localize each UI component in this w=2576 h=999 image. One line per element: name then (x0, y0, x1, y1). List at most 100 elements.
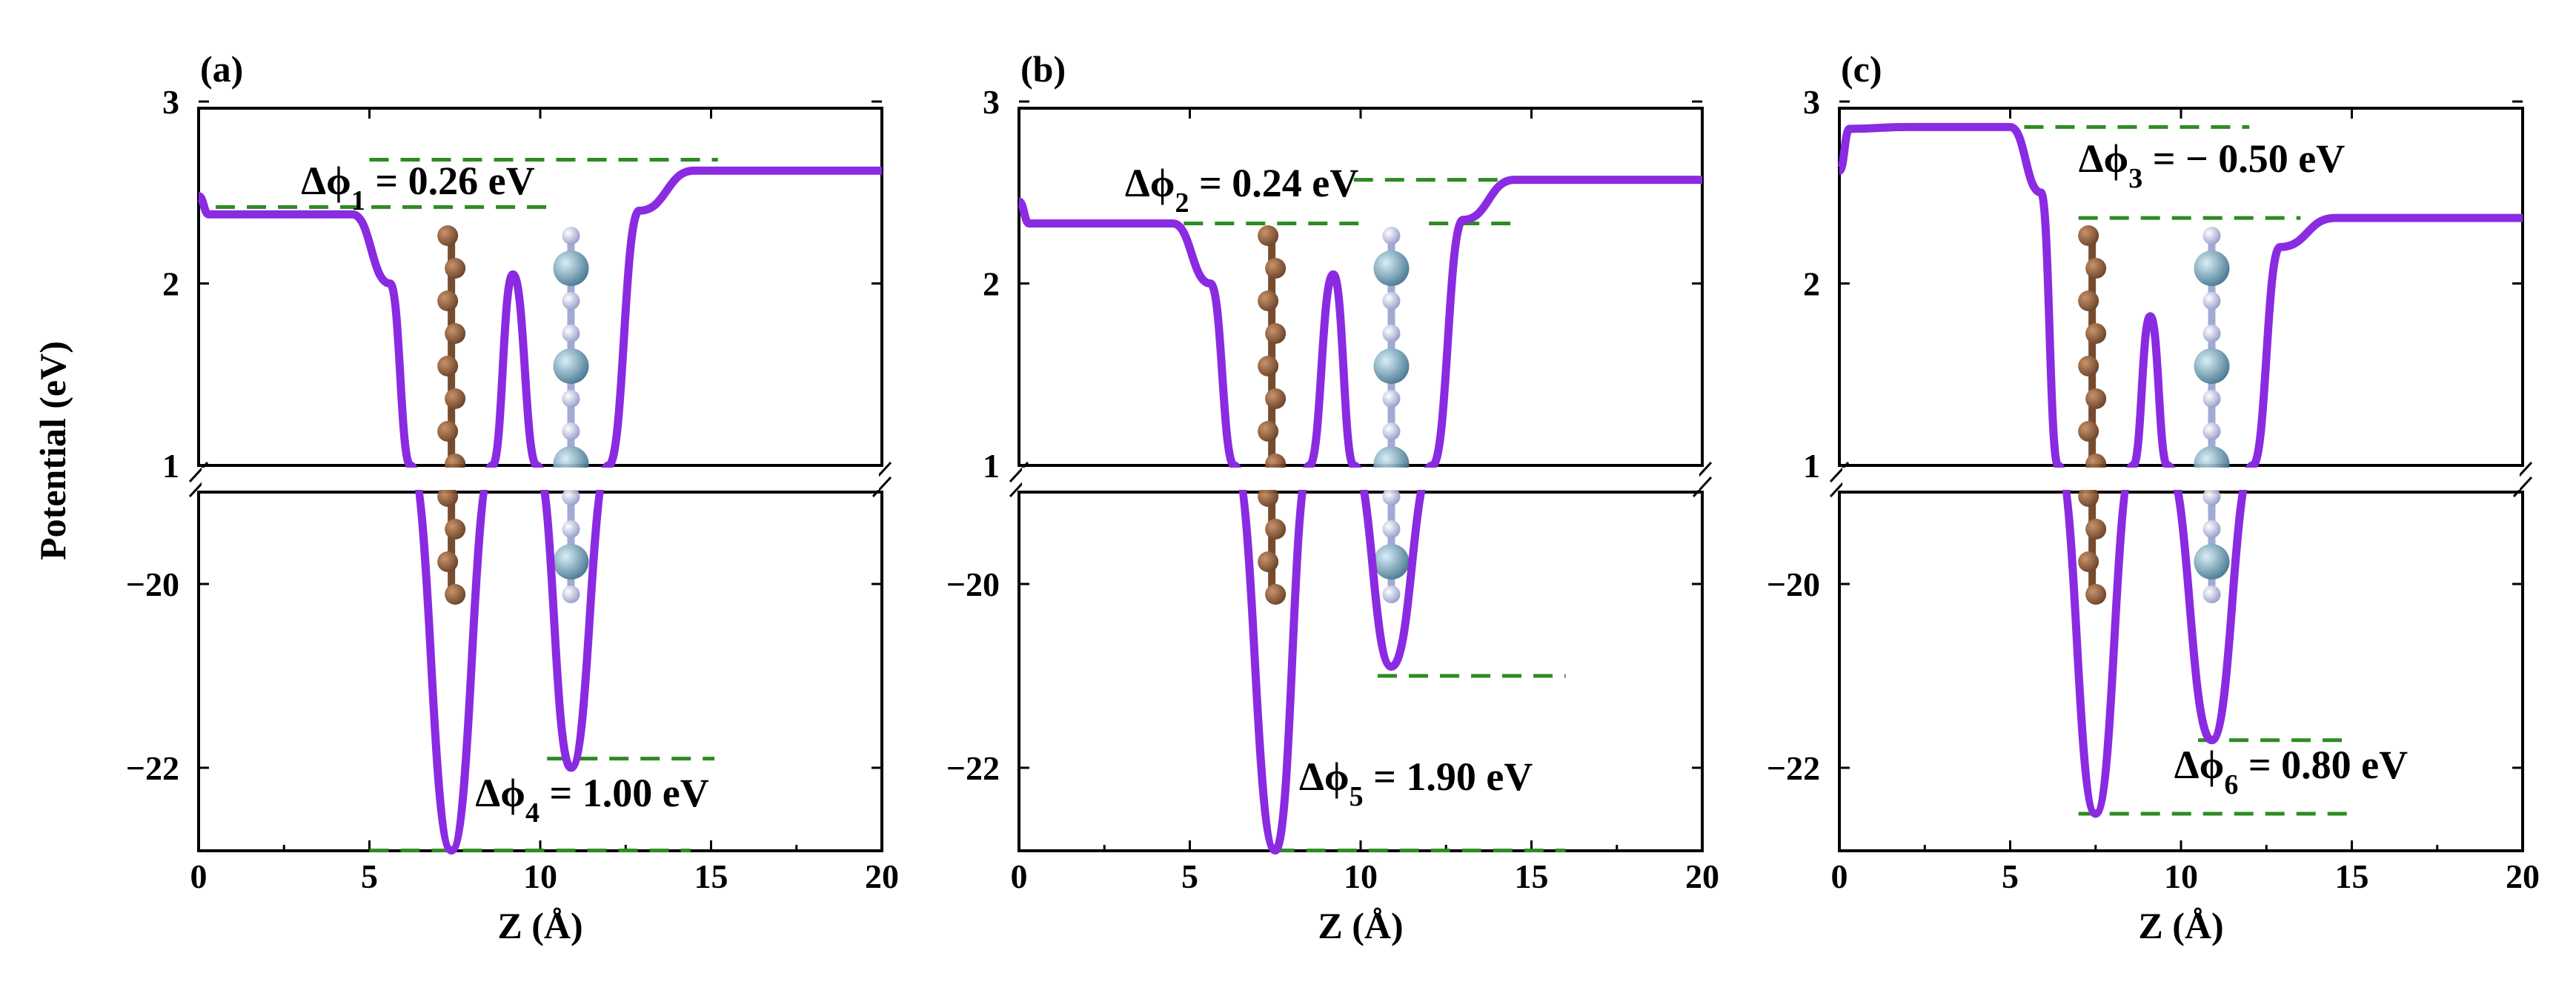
y-tick-label: 2 (162, 265, 179, 303)
light-atom (2202, 488, 2221, 505)
y-tick-label: −20 (1767, 565, 1820, 603)
potential-curve (1835, 122, 2523, 818)
panel-label: (b) (1020, 48, 1066, 90)
delta-phi-annotation: Δϕ5 = 1.90 eV (1299, 754, 1533, 812)
light-atom (2202, 390, 2221, 408)
light-atom (562, 325, 580, 342)
carbon-atom (1265, 258, 1287, 279)
light-atom (1382, 585, 1401, 603)
light-atom (1382, 390, 1401, 408)
x-tick-label: 10 (523, 857, 557, 895)
carbon-atom (2085, 584, 2107, 605)
y-tick-label: 3 (1803, 83, 1820, 121)
axis-break-mark (872, 476, 892, 498)
upper-axes-frame (1018, 107, 1704, 467)
carbon-atom (2078, 486, 2099, 507)
x-tick-label: 0 (1011, 857, 1028, 895)
carbon-atom (445, 388, 466, 409)
panel-1: 0 5 10 15 20 Z (Å) 1 2 3 −20 −22 (a) Δϕ1 = 0.26 eV Δϕ… (126, 48, 899, 946)
carbon-atom (437, 356, 459, 376)
light-atom (562, 422, 580, 440)
y-tick-label: 1 (162, 447, 179, 485)
light-atom (2202, 292, 2221, 310)
x-tick-label: 5 (1181, 857, 1198, 895)
potential-curve (1017, 176, 1702, 855)
panel-3: 0 5 10 15 20 Z (Å) 1 2 3 −20 −22 (c) Δϕ3 = − 0.50 eV… (1767, 48, 2540, 946)
light-atom (2202, 325, 2221, 342)
y-tick-label: 3 (162, 83, 179, 121)
light-atom (2202, 520, 2221, 538)
carbon-atom (437, 225, 459, 246)
carbon-atom (445, 323, 466, 344)
axis-break-mark (2512, 476, 2533, 498)
heavy-atom (1373, 348, 1410, 384)
y-tick-label: −20 (946, 565, 1000, 603)
carbon-atom (1258, 486, 1279, 507)
x-tick-label: 0 (1831, 857, 1848, 895)
y-tick-label: 1 (983, 447, 1000, 485)
y-tick-label: −22 (946, 749, 1000, 787)
carbon-atom (1265, 584, 1287, 605)
molecule-illustration (1258, 225, 1410, 605)
y-tick-label: 2 (1803, 265, 1820, 303)
heavy-atom (2194, 544, 2230, 580)
delta-phi-annotation: Δϕ2 = 0.24 eV (1125, 161, 1358, 219)
y-axis-label: Potential (eV) (32, 341, 73, 560)
x-tick-label: 10 (1344, 857, 1378, 895)
delta-phi-annotation: Δϕ1 = 0.26 eV (301, 159, 534, 216)
x-tick-label: 20 (1685, 857, 1719, 895)
axis-break-gap (1022, 468, 1699, 490)
y-tick-label: 1 (1803, 447, 1820, 485)
light-atom (562, 520, 580, 538)
light-atom (2202, 585, 2221, 603)
light-atom (1382, 422, 1401, 440)
x-axis-label: Z (Å) (497, 905, 582, 946)
delta-phi-annotation: Δϕ6 = 0.80 eV (2174, 743, 2408, 800)
heavy-atom (2194, 250, 2230, 286)
y-tick-label: 3 (983, 83, 1000, 121)
light-atom (562, 390, 580, 408)
y-tick-label: −22 (1767, 749, 1820, 787)
x-tick-label: 10 (2164, 857, 2198, 895)
x-tick-label: 20 (2506, 857, 2540, 895)
light-atom (1382, 520, 1401, 538)
x-tick-label: 20 (865, 857, 899, 895)
light-atom (2202, 422, 2221, 440)
y-tick-label: −22 (126, 749, 179, 787)
light-atom (562, 292, 580, 310)
carbon-atom (437, 421, 459, 442)
panel-label: (c) (1841, 48, 1882, 90)
molecule-illustration (2078, 225, 2230, 605)
carbon-atom (2078, 291, 2099, 311)
light-atom (1382, 227, 1401, 245)
heavy-atom (2194, 348, 2230, 384)
delta-phi-annotation: Δϕ3 = − 0.50 eV (2079, 136, 2346, 194)
carbon-atom (1258, 551, 1279, 572)
molecule-illustration (437, 225, 589, 605)
carbon-atom (1258, 291, 1279, 311)
light-atom (562, 488, 580, 505)
x-tick-label: 5 (361, 857, 378, 895)
light-atom (2202, 227, 2221, 245)
panel-label: (a) (200, 48, 243, 90)
carbon-atom (2078, 551, 2099, 572)
carbon-atom (2085, 323, 2107, 344)
light-atom (1382, 488, 1401, 505)
potential-curve (196, 166, 882, 855)
carbon-atom (2085, 258, 2107, 279)
axis-break-mark (1692, 476, 1713, 498)
light-atom (562, 227, 580, 245)
carbon-atom (2085, 519, 2107, 540)
x-tick-label: 15 (2335, 857, 2369, 895)
heavy-atom (553, 348, 589, 384)
y-tick-label: 2 (983, 265, 1000, 303)
y-tick-label: −20 (126, 565, 179, 603)
x-tick-label: 15 (694, 857, 728, 895)
carbon-atom (1265, 519, 1287, 540)
axis-break-gap (1842, 468, 2520, 490)
heavy-atom (1373, 544, 1410, 580)
carbon-atom (1258, 421, 1279, 442)
x-axis-label: Z (Å) (2138, 905, 2223, 946)
x-tick-label: 5 (2002, 857, 2019, 895)
